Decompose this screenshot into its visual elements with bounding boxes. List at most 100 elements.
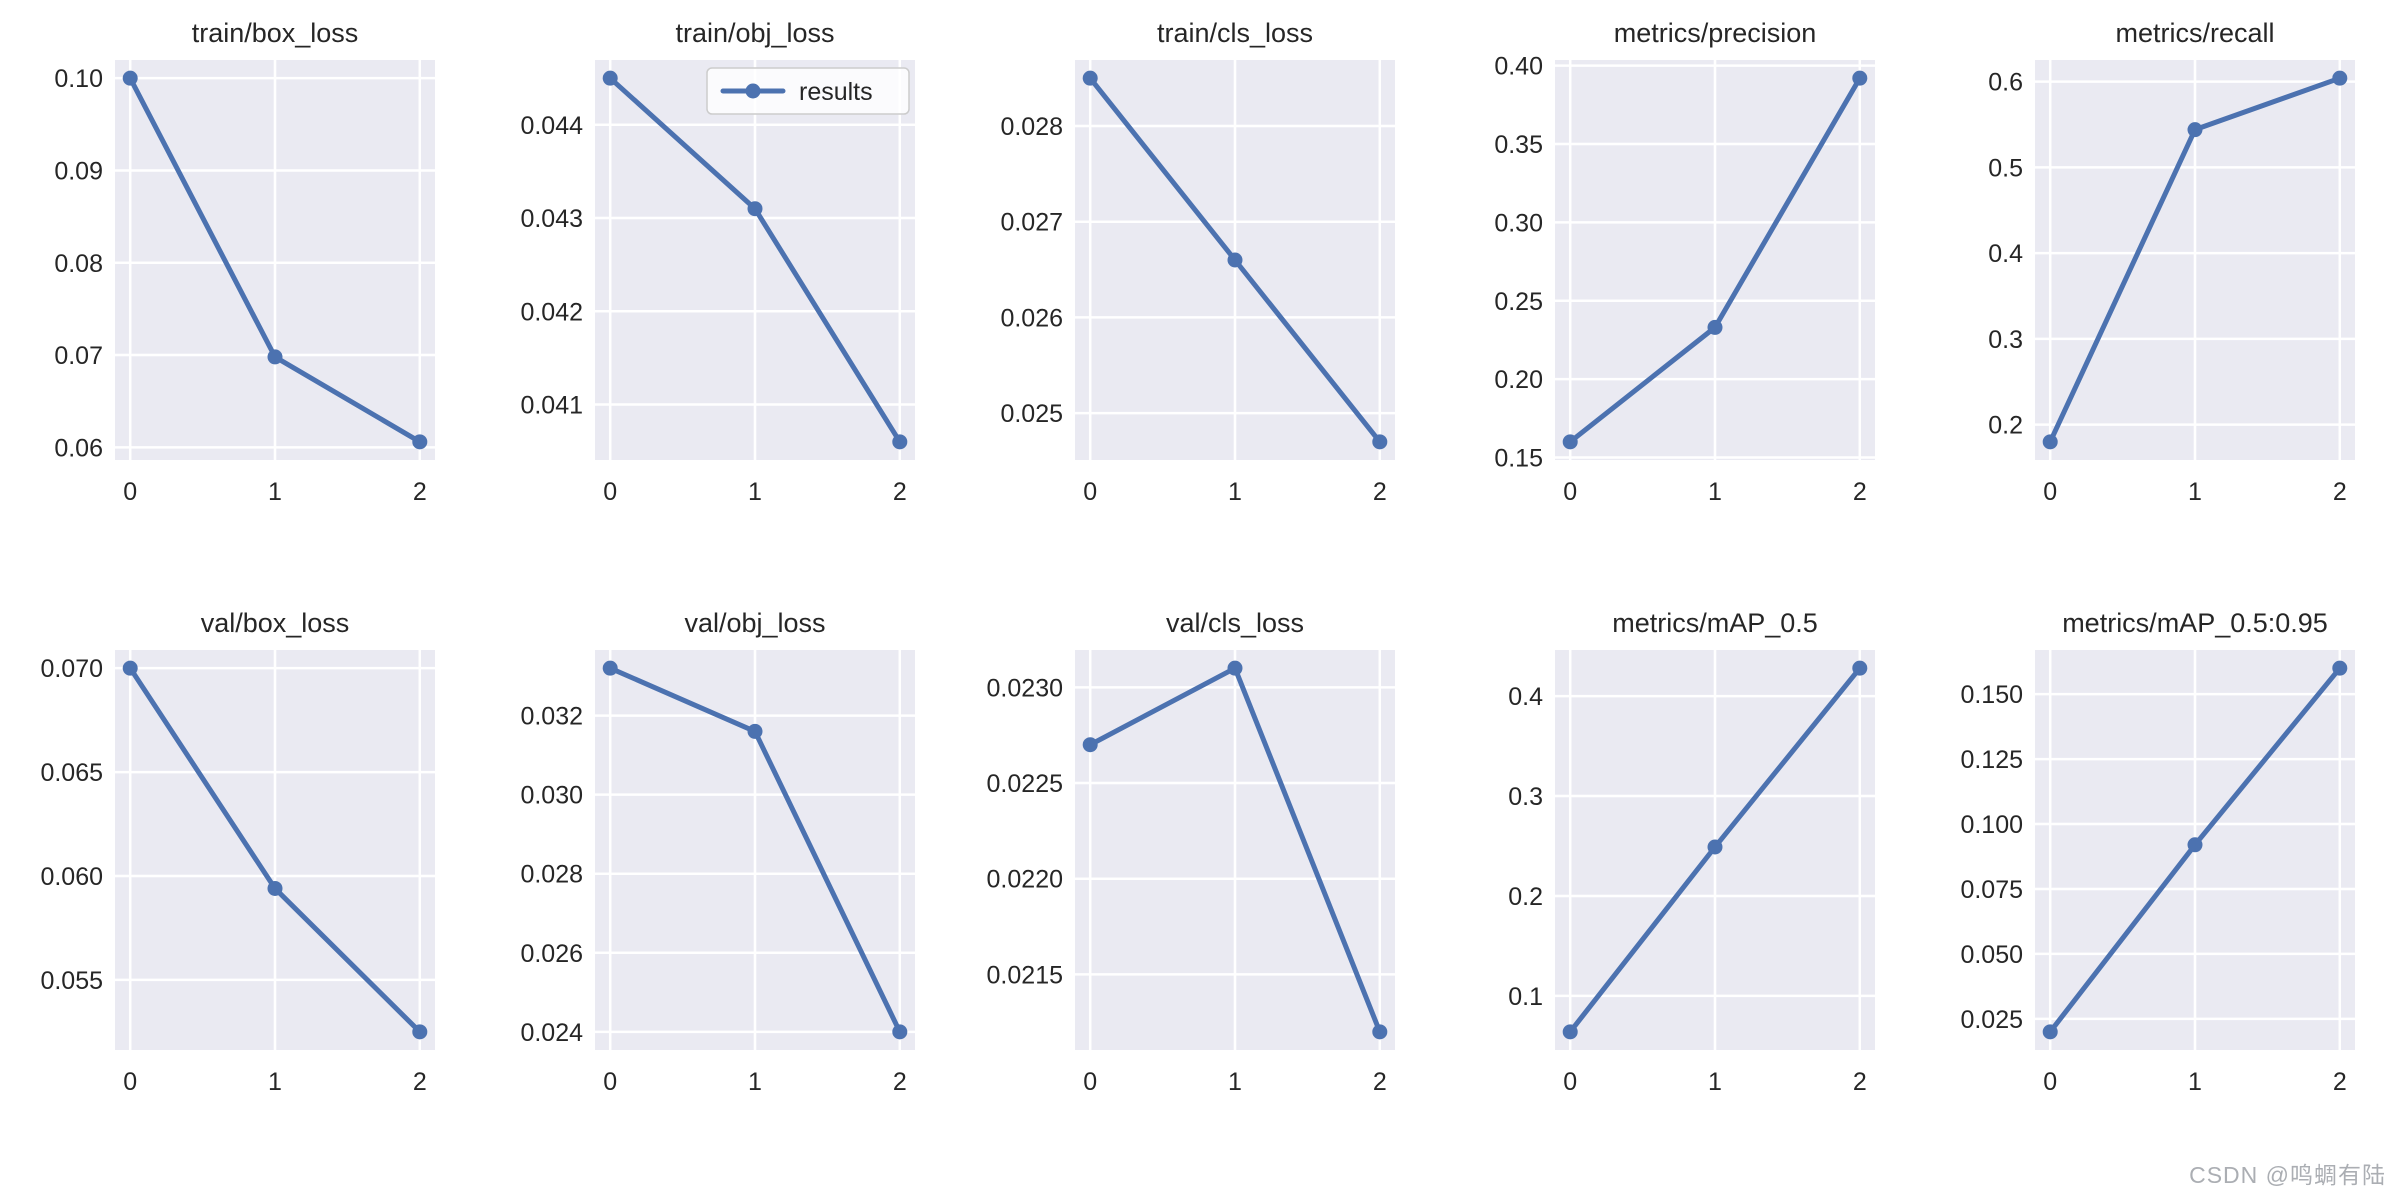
- y-tick-label: 0.06: [54, 434, 103, 462]
- x-tick-label: 0: [2043, 478, 2057, 506]
- y-tick-label: 0.4: [1508, 683, 1543, 711]
- x-tick-label: 1: [268, 1068, 282, 1096]
- y-tick-label: 0.060: [40, 863, 103, 891]
- y-tick-label: 0.070: [40, 655, 103, 683]
- y-tick-label: 0.2: [1988, 412, 2023, 440]
- chart-val-box-loss: val/box_loss 0.070 0.065 0.060 0.055 0 1 2: [0, 602, 480, 1104]
- chart-metrics-map-05-095: metrics/mAP_0.5:0.95 0.150 0.125 0.100 0.07…: [1920, 602, 2400, 1104]
- chart-canvas-val-obj-loss: 0.032 0.030 0.028 0.026 0.024 0 1 2: [520, 650, 915, 1096]
- y-tick-label: 0.030: [520, 782, 583, 810]
- chart-title: train/box_loss: [191, 18, 359, 48]
- y-tick-label: 0.30: [1494, 209, 1543, 237]
- chart-train-obj-loss: train/obj_loss 0.044 0.043 0.042 0.041 0 1 2 re…: [480, 12, 960, 514]
- chart-row-val: val/box_loss 0.070 0.065 0.060 0.055 0 1 2 val…: [0, 602, 2400, 1104]
- x-tick-label: 0: [1083, 1068, 1097, 1096]
- chart-title: metrics/precision: [1613, 18, 1817, 48]
- x-tick-label: 2: [1373, 478, 1387, 506]
- y-tick-label: 0.07: [54, 342, 103, 370]
- chart-train-box-loss: train/box_loss 0.10 0.09 0.08 0.07 0.06 0 1 2: [0, 12, 480, 514]
- x-tick-label: 1: [2188, 1068, 2202, 1096]
- data-point: [267, 349, 283, 365]
- x-tick-label: 2: [413, 478, 427, 506]
- chart-canvas-train-box-loss: 0.10 0.09 0.08 0.07 0.06 0 1 2: [54, 60, 435, 506]
- data-point: [122, 70, 138, 86]
- y-tick-label: 0.3: [1508, 783, 1543, 811]
- y-tick-label: 0.032: [520, 703, 583, 731]
- y-tick-label: 0.028: [1000, 113, 1063, 141]
- y-tick-label: 0.042: [520, 298, 583, 326]
- y-tick-label: 0.0230: [987, 674, 1063, 702]
- x-tick-label: 0: [2043, 1068, 2057, 1096]
- y-tick-label: 0.028: [520, 861, 583, 889]
- x-tick-label: 0: [1563, 478, 1577, 506]
- y-tick-label: 0.043: [520, 205, 583, 233]
- y-tick-label: 0.0215: [987, 961, 1063, 989]
- data-point: [602, 70, 618, 86]
- y-tick-label: 0.40: [1494, 54, 1543, 81]
- csdn-watermark: CSDN @鸣蜩有陆: [2189, 1162, 2386, 1188]
- y-tick-label: 0.044: [520, 112, 583, 140]
- y-tick-label: 0.08: [54, 250, 103, 278]
- data-point: [747, 723, 763, 739]
- x-tick-label: 2: [893, 1068, 907, 1096]
- y-tick-label: 0.10: [54, 65, 103, 93]
- y-tick-label: 0.041: [520, 392, 583, 420]
- chart-title: val/obj_loss: [684, 608, 826, 638]
- y-tick-label: 0.25: [1494, 288, 1543, 316]
- x-tick-label: 1: [1708, 478, 1722, 506]
- y-tick-label: 0.35: [1494, 131, 1543, 159]
- y-tick-label: 0.065: [40, 759, 103, 787]
- chart-canvas-metrics-map-05: 0.4 0.3 0.2 0.1 0 1 2: [1508, 650, 1875, 1096]
- y-tick-label: 0.5: [1988, 154, 2023, 182]
- x-tick-label: 0: [1083, 478, 1097, 506]
- y-tick-label: 0.027: [1000, 209, 1063, 237]
- chart-canvas-metrics-precision: 0.40 0.35 0.30 0.25 0.20 0.15 0 1 2: [1494, 54, 1875, 506]
- y-tick-label: 0.09: [54, 157, 103, 185]
- x-tick-label: 0: [1563, 1068, 1577, 1096]
- chart-val-cls-loss: val/cls_loss 0.0230 0.0225 0.0220 0.0215 0 1 2: [960, 602, 1440, 1104]
- data-point: [1707, 839, 1723, 855]
- chart-canvas-train-obj-loss: 0.044 0.043 0.042 0.041 0 1 2 results: [520, 60, 915, 506]
- y-tick-label: 0.20: [1494, 366, 1543, 394]
- x-tick-label: 2: [893, 478, 907, 506]
- chart-title: val/cls_loss: [1165, 608, 1305, 638]
- chart-grid: train/box_loss 0.10 0.09 0.08 0.07 0.06 0 1 2 t…: [0, 12, 2400, 1104]
- chart-metrics-recall: metrics/recall 0.6 0.5 0.4 0.3 0.2 0 1 2: [1920, 12, 2400, 514]
- y-tick-label: 0.3: [1988, 326, 2023, 354]
- data-point: [747, 201, 763, 217]
- chart-canvas-val-box-loss: 0.070 0.065 0.060 0.055 0 1 2: [40, 650, 435, 1096]
- y-tick-label: 0.125: [1960, 746, 2023, 774]
- data-point: [122, 660, 138, 676]
- data-point: [1707, 319, 1723, 335]
- legend-marker-sample: [745, 83, 761, 99]
- y-tick-label: 0.024: [520, 1019, 583, 1047]
- chart-title: metrics/mAP_0.5: [1612, 608, 1818, 638]
- x-tick-label: 1: [748, 1068, 762, 1096]
- data-point: [1082, 70, 1098, 86]
- y-tick-label: 0.15: [1494, 444, 1543, 472]
- data-point: [2042, 434, 2058, 450]
- data-point: [2187, 122, 2203, 138]
- y-tick-label: 0.1: [1508, 983, 1543, 1011]
- data-point: [2332, 660, 2348, 676]
- data-point: [412, 434, 428, 450]
- chart-title: val/box_loss: [200, 608, 350, 638]
- x-tick-label: 0: [603, 1068, 617, 1096]
- x-tick-label: 2: [1853, 478, 1867, 506]
- y-tick-label: 0.026: [1000, 304, 1063, 332]
- y-tick-label: 0.025: [1960, 1006, 2023, 1034]
- chart-train-cls-loss: train/cls_loss 0.028 0.027 0.026 0.025 0 1 2: [960, 12, 1440, 514]
- y-tick-label: 0.6: [1988, 69, 2023, 97]
- x-tick-label: 0: [603, 478, 617, 506]
- x-tick-label: 1: [268, 478, 282, 506]
- data-point: [892, 1024, 908, 1040]
- data-point: [1852, 70, 1868, 86]
- chart-canvas-metrics-map-05-095: 0.150 0.125 0.100 0.075 0.050 0.025 0 1 2: [1960, 650, 2355, 1096]
- data-point: [2332, 70, 2348, 86]
- x-tick-label: 1: [2188, 478, 2202, 506]
- chart-title: train/obj_loss: [675, 18, 835, 48]
- x-tick-label: 0: [123, 1068, 137, 1096]
- x-tick-label: 2: [2333, 478, 2347, 506]
- x-tick-label: 1: [1228, 478, 1242, 506]
